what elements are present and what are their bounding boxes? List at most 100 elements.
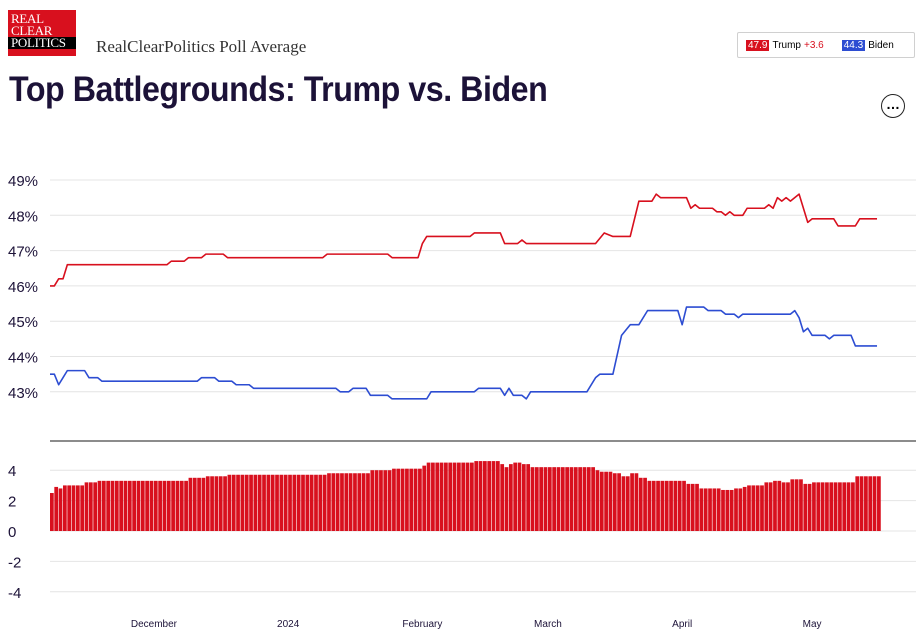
spread-bar — [426, 462, 431, 531]
spread-bar — [119, 480, 124, 531]
spread-bar — [794, 479, 799, 531]
ellipsis-icon[interactable]: … — [881, 94, 905, 118]
spread-bar — [188, 477, 193, 531]
spread-bar — [608, 471, 613, 531]
spread-bar — [543, 467, 548, 531]
y-tick-label: 45% — [8, 314, 38, 331]
spread-bar — [392, 468, 396, 531]
spread-bar — [366, 473, 370, 531]
spread-bar — [132, 480, 136, 531]
spread-bar — [218, 476, 223, 531]
spread-bar — [240, 474, 245, 531]
spread-bar — [660, 480, 665, 531]
spread-bar — [513, 462, 518, 531]
logo-line-2: CLEAR — [11, 23, 53, 38]
spread-bar — [101, 480, 106, 531]
spread-bar — [716, 488, 721, 531]
spread-bar — [864, 476, 868, 531]
spread-bar — [560, 467, 565, 531]
trump-label: Trump — [772, 39, 801, 51]
spread-bar — [357, 473, 362, 531]
biden-value-badge: 44.3 — [841, 39, 866, 51]
spread-bar — [192, 477, 197, 531]
spread-bar — [625, 476, 630, 531]
spread-bar — [97, 480, 102, 531]
spread-bar — [673, 480, 678, 531]
bar-y-tick-label: 2 — [8, 494, 16, 511]
spread-bar — [682, 480, 686, 531]
spread-bar — [249, 474, 253, 531]
spread-bar — [457, 462, 461, 531]
spread-bar — [470, 462, 474, 531]
spread-bar — [487, 461, 492, 531]
spread-bar — [197, 477, 201, 531]
trump-spread: +3.6 — [804, 39, 824, 51]
spread-bar — [565, 467, 569, 531]
spread-bar — [353, 473, 357, 531]
spread-bar — [569, 467, 574, 531]
spread-bar — [288, 474, 292, 531]
spread-bar — [777, 480, 782, 531]
spread-bar — [573, 467, 578, 531]
spread-bar — [266, 474, 271, 531]
spread-bar — [708, 488, 712, 531]
spread-bar — [301, 474, 305, 531]
spread-bar — [314, 474, 318, 531]
biden-label: Biden — [868, 39, 894, 51]
rcp-logo: REAL CLEAR POLITICS — [8, 10, 76, 56]
legend: 47.9 Trump +3.6 44.3 Biden — [737, 32, 915, 58]
spread-bar — [93, 482, 98, 531]
spread-bar — [340, 473, 344, 531]
spread-bar — [842, 482, 847, 531]
spread-bar — [825, 482, 829, 531]
spread-bar — [431, 462, 435, 531]
spread-bar — [838, 482, 842, 531]
spread-bar — [370, 470, 375, 531]
spread-bar — [638, 477, 643, 531]
spread-bar — [851, 482, 855, 531]
legend-item-trump[interactable]: 47.9 Trump +3.6 — [746, 39, 824, 51]
spread-bar — [495, 461, 500, 531]
spread-bar — [58, 488, 63, 531]
spread-bar — [491, 461, 496, 531]
spread-bar — [149, 480, 154, 531]
spread-bar — [807, 483, 812, 531]
spread-bar — [75, 485, 80, 531]
spread-bar — [127, 480, 132, 531]
x-tick-label: April — [672, 619, 692, 630]
spread-bar — [812, 482, 816, 531]
spread-bar — [517, 462, 522, 531]
spread-bar — [262, 474, 266, 531]
spread-bar — [253, 474, 258, 531]
spread-bar — [257, 474, 262, 531]
bar-y-tick-label: -2 — [8, 554, 21, 571]
spread-bar — [114, 480, 119, 531]
spread-bar — [409, 468, 414, 531]
spread-bar — [760, 485, 764, 531]
logo-line-3: POLITICS — [8, 36, 76, 49]
spread-bar — [547, 467, 552, 531]
spread-bar — [422, 465, 427, 531]
spread-bar — [379, 470, 383, 531]
spread-bar — [223, 476, 227, 531]
spread-bar — [175, 480, 180, 531]
spread-bar — [755, 485, 760, 531]
spread-bar — [205, 476, 210, 531]
y-tick-label: 44% — [8, 350, 38, 367]
spread-bar — [327, 473, 331, 531]
spread-bar — [703, 488, 708, 531]
spread-bar — [171, 480, 175, 531]
spread-bar — [418, 468, 422, 531]
spread-bar — [790, 479, 795, 531]
spread-bar — [106, 480, 111, 531]
spread-bar — [855, 476, 860, 531]
spread-bar — [508, 464, 513, 531]
spread-bar — [244, 474, 249, 531]
spread-bar — [435, 462, 440, 531]
spread-bar — [309, 474, 314, 531]
logo-line-1: REAL — [11, 11, 44, 26]
legend-item-biden[interactable]: 44.3 Biden — [841, 39, 894, 51]
spread-bar — [591, 467, 595, 531]
spread-bar — [526, 464, 531, 531]
